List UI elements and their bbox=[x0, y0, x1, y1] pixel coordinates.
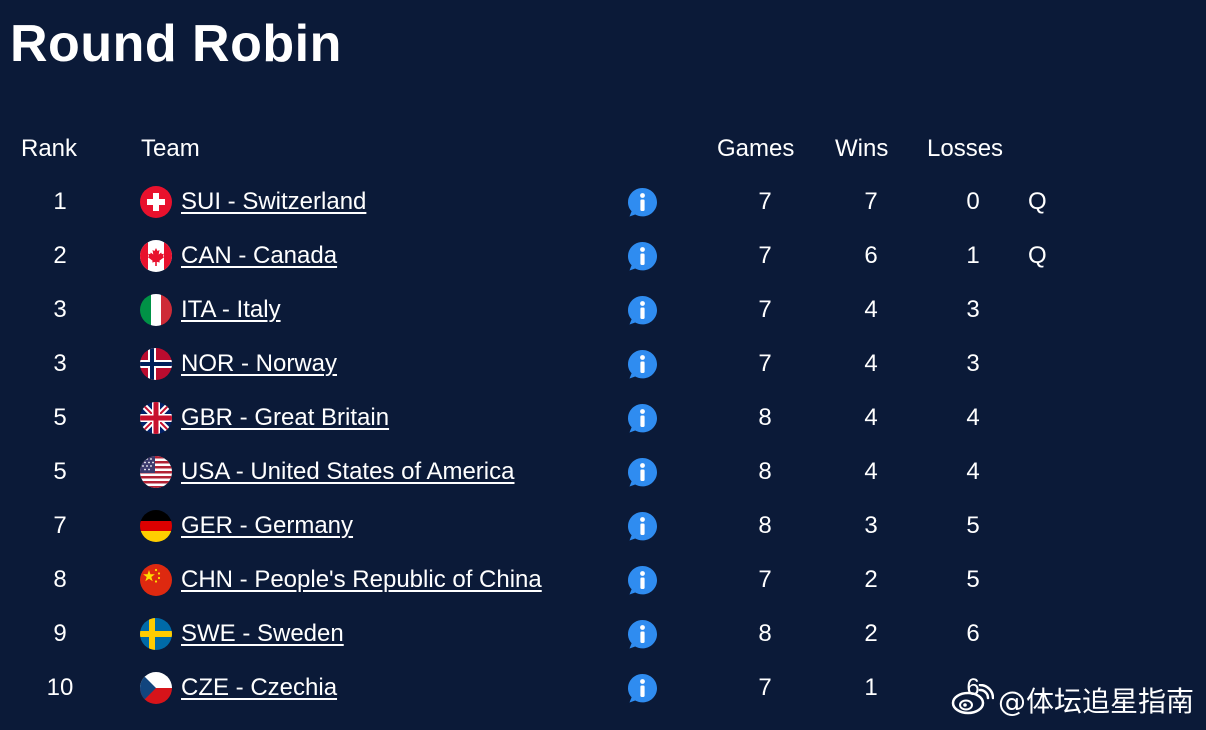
wins-cell: 4 bbox=[864, 296, 878, 323]
wins-cell: 4 bbox=[864, 458, 878, 485]
table-row: 8 CHN - People's Republic of China 7 2 5 bbox=[0, 553, 1206, 607]
switzerland-flag-icon bbox=[140, 186, 172, 218]
table-row: 7 GER - Germany 8 3 5 bbox=[0, 499, 1206, 553]
games-cell: 7 bbox=[758, 242, 772, 269]
games-cell: 8 bbox=[758, 404, 772, 431]
rank-cell: 8 bbox=[53, 566, 67, 593]
wins-cell: 1 bbox=[864, 674, 878, 701]
table-row: 1 SUI - Switzerland 7 7 0 Q bbox=[0, 175, 1206, 229]
losses-cell: 5 bbox=[966, 512, 980, 539]
usa-flag-icon bbox=[140, 456, 172, 488]
losses-cell: 4 bbox=[966, 458, 980, 485]
team-link[interactable]: USA - United States of America bbox=[181, 458, 515, 485]
team-link[interactable]: NOR - Norway bbox=[181, 350, 338, 377]
games-cell: 8 bbox=[758, 512, 772, 539]
games-cell: 7 bbox=[758, 674, 772, 701]
info-icon[interactable] bbox=[626, 456, 659, 489]
losses-cell: 0 bbox=[966, 188, 980, 215]
weibo-logo-icon bbox=[951, 684, 994, 715]
page-title: Round Robin bbox=[10, 15, 342, 73]
table-row: 5 GBR - Great Britain 8 4 4 bbox=[0, 391, 1206, 445]
qualified-badge: Q bbox=[1028, 188, 1047, 215]
games-cell: 8 bbox=[758, 620, 772, 647]
table-row: 5 USA - United States of America 8 4 4 bbox=[0, 445, 1206, 499]
info-icon[interactable] bbox=[626, 672, 659, 705]
team-link[interactable]: GER - Germany bbox=[181, 512, 354, 539]
rank-cell: 3 bbox=[53, 296, 67, 323]
info-icon[interactable] bbox=[626, 564, 659, 597]
wins-cell: 7 bbox=[864, 188, 878, 215]
info-icon[interactable] bbox=[626, 402, 659, 435]
germany-flag-icon bbox=[140, 510, 172, 542]
team-link[interactable]: CZE - Czechia bbox=[181, 674, 338, 701]
rank-cell: 2 bbox=[53, 242, 67, 269]
table-row: 3 NOR - Norway 7 4 3 bbox=[0, 337, 1206, 391]
team-link[interactable]: SUI - Switzerland bbox=[181, 188, 367, 215]
games-cell: 7 bbox=[758, 350, 772, 377]
header-games: Games bbox=[717, 135, 795, 162]
watermark: @体坛追星指南 bbox=[950, 680, 1194, 720]
qualified-badge: Q bbox=[1028, 242, 1047, 269]
rank-cell: 7 bbox=[53, 512, 67, 539]
info-icon[interactable] bbox=[626, 348, 659, 381]
canada-flag-icon bbox=[140, 240, 172, 272]
losses-cell: 6 bbox=[966, 620, 980, 647]
wins-cell: 2 bbox=[864, 620, 878, 647]
watermark-text: @体坛追星指南 bbox=[997, 685, 1194, 718]
team-link[interactable]: SWE - Sweden bbox=[181, 620, 344, 647]
rank-cell: 5 bbox=[53, 404, 67, 431]
games-cell: 8 bbox=[758, 458, 772, 485]
info-icon[interactable] bbox=[626, 294, 659, 327]
losses-cell: 3 bbox=[966, 350, 980, 377]
info-icon[interactable] bbox=[626, 240, 659, 273]
table-row: 10 CZE - Czechia 7 1 6 bbox=[0, 661, 1206, 715]
games-cell: 7 bbox=[758, 566, 772, 593]
italy-flag-icon bbox=[140, 294, 172, 326]
wins-cell: 4 bbox=[864, 350, 878, 377]
header-losses: Losses bbox=[927, 135, 1004, 162]
wins-cell: 2 bbox=[864, 566, 878, 593]
info-icon[interactable] bbox=[626, 618, 659, 651]
info-icon[interactable] bbox=[626, 510, 659, 543]
wins-cell: 4 bbox=[864, 404, 878, 431]
czechia-flag-icon bbox=[140, 672, 172, 704]
norway-flag-icon bbox=[140, 348, 172, 380]
china-flag-icon bbox=[140, 564, 172, 596]
table-row: 2 CAN - Canada 7 6 1 Q bbox=[0, 229, 1206, 283]
header-team: Team bbox=[141, 135, 200, 162]
rank-cell: 1 bbox=[53, 188, 67, 215]
losses-cell: 3 bbox=[966, 296, 980, 323]
sweden-flag-icon bbox=[140, 618, 172, 650]
losses-cell: 4 bbox=[966, 404, 980, 431]
team-link[interactable]: ITA - Italy bbox=[181, 296, 281, 323]
losses-cell: 1 bbox=[966, 242, 980, 269]
great-britain-flag-icon bbox=[140, 402, 172, 434]
table-row: 3 ITA - Italy 7 4 3 bbox=[0, 283, 1206, 337]
header-wins: Wins bbox=[835, 135, 889, 162]
info-icon[interactable] bbox=[626, 186, 659, 219]
losses-cell: 5 bbox=[966, 566, 980, 593]
team-link[interactable]: GBR - Great Britain bbox=[181, 404, 390, 431]
games-cell: 7 bbox=[758, 296, 772, 323]
team-link[interactable]: CHN - People's Republic of China bbox=[181, 566, 542, 593]
rank-cell: 5 bbox=[53, 458, 67, 485]
table-row: 9 SWE - Sweden 8 2 6 bbox=[0, 607, 1206, 661]
games-cell: 7 bbox=[758, 188, 772, 215]
rank-cell: 10 bbox=[46, 674, 74, 701]
table-header: Rank Team Games Wins Losses bbox=[0, 132, 1206, 166]
rank-cell: 3 bbox=[53, 350, 67, 377]
wins-cell: 6 bbox=[864, 242, 878, 269]
team-link[interactable]: CAN - Canada bbox=[181, 242, 338, 269]
header-rank: Rank bbox=[21, 135, 78, 162]
wins-cell: 3 bbox=[864, 512, 878, 539]
rank-cell: 9 bbox=[53, 620, 67, 647]
